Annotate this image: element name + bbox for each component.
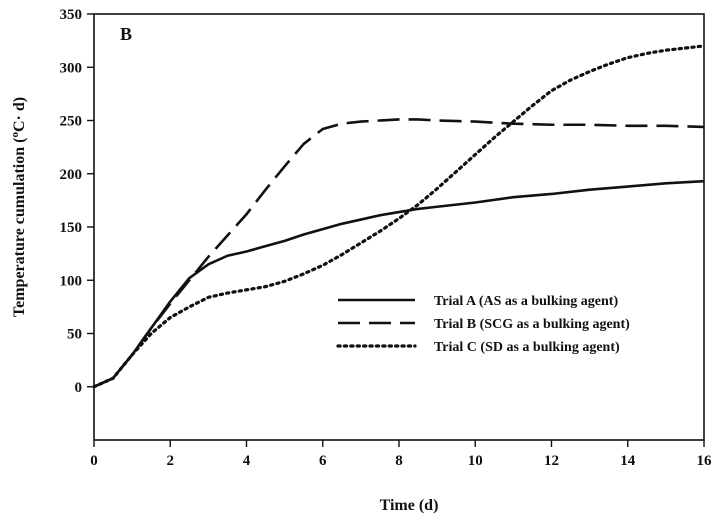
y-tick-label: 350 (60, 7, 83, 23)
x-tick-label: 14 (620, 453, 636, 469)
series-group (92, 44, 706, 389)
legend: Trial A (AS as a bulking agent) Trial B (… (336, 294, 630, 355)
x-tick-label: 6 (319, 453, 327, 469)
y-tick-label: 200 (60, 167, 83, 183)
x-tick-label: 16 (697, 453, 713, 469)
y-tick-label: 0 (75, 380, 83, 396)
plot-frame (93, 13, 705, 441)
x-tick-label: 8 (395, 453, 403, 469)
x-tick-label: 2 (167, 453, 175, 469)
x-tick-label: 4 (243, 453, 251, 469)
y-axis-title: Temperature cumulation (oC· d) (9, 97, 28, 317)
y-tick-label: 300 (60, 60, 83, 76)
y-tick-label: 100 (60, 273, 83, 289)
y-tick-label: 150 (60, 220, 83, 236)
axes: 0 2 4 6 8 10 12 14 16 0 50 100 150 200 250 300 350 (60, 7, 713, 469)
legend-label-a: Trial A (AS as a bulking agent) (434, 294, 618, 309)
legend-label-b: Trial B (SCG as a bulking agent) (434, 317, 630, 332)
y-axis-title-start: Temperature cumulation ( (11, 138, 28, 318)
legend-label-c: Trial C (SD as a bulking agent) (434, 340, 620, 355)
panel-label: B (120, 24, 132, 44)
x-axis-title: Time (d) (380, 497, 439, 514)
y-tick-label: 250 (60, 114, 83, 130)
y-axis-title-end: C· d) (11, 97, 28, 132)
y-tick-label: 50 (67, 327, 82, 343)
y-axis-title-degree: o (9, 132, 21, 138)
x-tick-label: 10 (468, 453, 483, 469)
series-line-b (93, 118, 705, 388)
series-line-c (92, 44, 706, 389)
x-tick-label: 12 (544, 453, 559, 469)
x-tick-label: 0 (90, 453, 98, 469)
series-line-a (93, 179, 705, 388)
